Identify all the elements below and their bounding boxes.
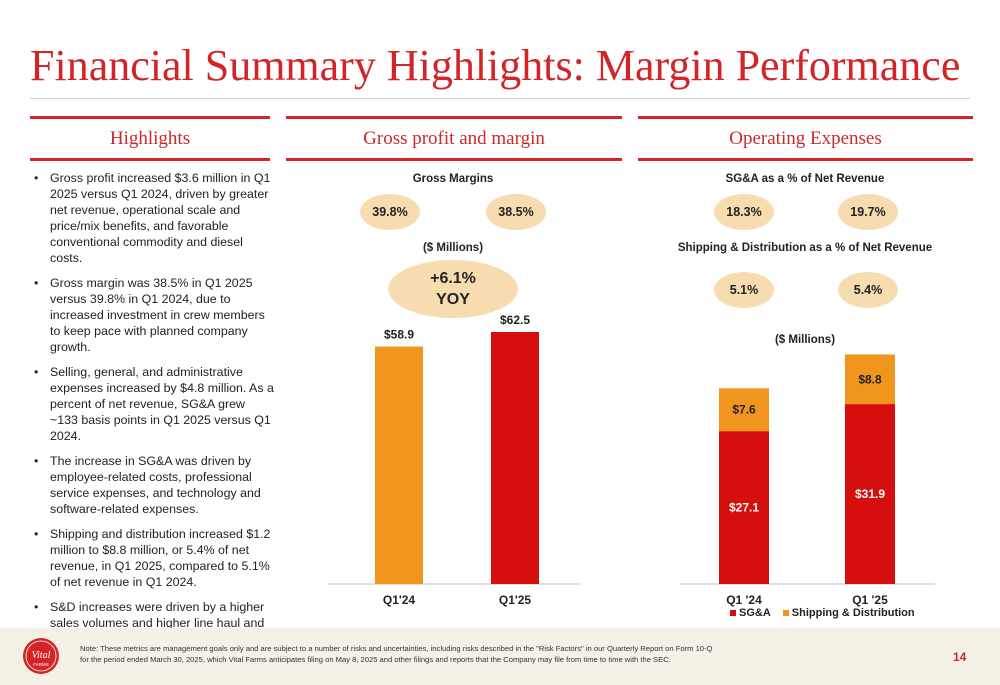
- sga-value-label: $31.9: [855, 487, 885, 501]
- gross-margins-title: Gross Margins: [412, 173, 494, 185]
- yoy-label: YOY: [436, 291, 470, 308]
- sga-q1-24: 18.3%: [714, 194, 774, 230]
- sga-q1-25: 19.7%: [838, 194, 898, 230]
- highlights-list: Gross profit increased $3.6 million in Q…: [30, 170, 275, 656]
- legend-label-sga: SG&A: [739, 607, 771, 619]
- shipping-q1-24: 5.1%: [714, 272, 774, 308]
- page-title: Financial Summary Highlights: Margin Per…: [30, 41, 961, 90]
- highlight-item: Gross profit increased $3.6 million in Q…: [30, 170, 275, 266]
- legend-item-shipping: Shipping & Distribution: [782, 607, 915, 619]
- legend-label-shipping: Shipping & Distribution: [791, 607, 915, 619]
- shipping-value-label: $7.6: [732, 403, 756, 417]
- highlight-item: Selling, general, and administrative exp…: [30, 364, 275, 444]
- shipping-q1-25: 5.4%: [838, 272, 898, 308]
- sga-bar-segment: [845, 404, 895, 584]
- opex-legend: SG&A Shipping & Distribution: [730, 607, 915, 619]
- gross-bar: [375, 346, 423, 584]
- highlight-item: Shipping and distribution increased $1.2…: [30, 526, 275, 590]
- sga-value-label: $27.1: [729, 501, 759, 515]
- gross-profit-header: Gross profit and margin: [286, 116, 622, 161]
- highlights-header: Highlights: [30, 116, 270, 161]
- gross-margin-q1-25: 38.5%: [486, 194, 546, 230]
- sga-bar-segment: [719, 431, 769, 584]
- highlight-item: The increase in SG&A was driven by emplo…: [30, 453, 275, 517]
- gross-tick-label: Q1'24: [383, 593, 416, 607]
- footer-bar: [0, 628, 1000, 685]
- highlight-item: Gross margin was 38.5% in Q1 2025 versus…: [30, 275, 275, 355]
- svg-text:Vital: Vital: [32, 650, 51, 661]
- title-divider: [30, 98, 970, 99]
- page-number: 14: [953, 650, 967, 664]
- gross-units-label: ($ Millions): [422, 242, 484, 254]
- shipping-title: Shipping & Distribution as a % of Net Re…: [677, 242, 933, 254]
- svg-text:FARMS: FARMS: [33, 662, 49, 667]
- vital-farms-logo: Vital FARMS: [23, 638, 59, 674]
- gross-bar-label: $62.5: [500, 313, 530, 327]
- shipping-value-label: $8.8: [858, 372, 882, 386]
- gross-bar-label: $58.9: [384, 328, 414, 342]
- opex-tick-label: Q1 '25: [852, 593, 888, 607]
- yoy-badge: +6.1% YOY: [388, 260, 518, 318]
- sga-title: SG&A as a % of Net Revenue: [725, 173, 885, 185]
- shipping-bar-segment: [719, 388, 769, 432]
- gross-bar: [491, 332, 539, 584]
- opex-tick-label: Q1 '24: [726, 593, 762, 607]
- gross-tick-label: Q1'25: [499, 593, 532, 607]
- opex-units-label: ($ Millions): [774, 334, 836, 346]
- legend-item-sga: SG&A: [730, 607, 771, 619]
- shipping-bar-segment: [845, 354, 895, 405]
- footer-note: Note: These metrics are management goals…: [80, 644, 713, 664]
- operating-expenses-header: Operating Expenses: [638, 116, 973, 161]
- legend-swatch-shipping: [782, 610, 789, 617]
- gross-margin-q1-24: 39.8%: [360, 194, 420, 230]
- yoy-value: +6.1%: [430, 270, 476, 287]
- legend-swatch-sga: [730, 610, 736, 617]
